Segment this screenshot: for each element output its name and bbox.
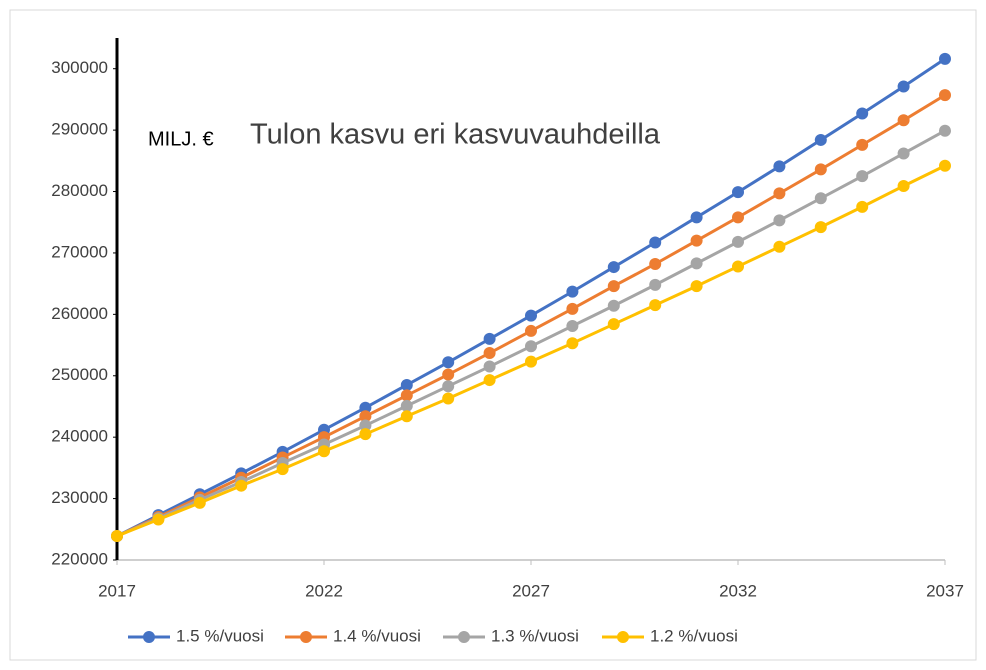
- x-tick-label: 2037: [926, 581, 964, 600]
- x-tick-label: 2022: [305, 581, 343, 600]
- data-point: [856, 170, 869, 183]
- data-point: [566, 320, 579, 333]
- y-tick-label: 230000: [51, 488, 108, 507]
- data-point: [359, 419, 372, 432]
- data-point: [814, 221, 827, 234]
- data-point: [442, 392, 455, 405]
- data-point: [897, 114, 910, 127]
- data-point: [939, 89, 951, 102]
- data-point: [525, 355, 537, 368]
- legend-marker: [300, 631, 312, 643]
- legend-marker: [458, 631, 470, 643]
- data-point: [483, 374, 496, 387]
- data-point: [814, 133, 827, 146]
- data-point: [152, 513, 165, 526]
- data-point: [566, 337, 579, 350]
- data-point: [525, 340, 537, 353]
- data-point: [732, 211, 744, 224]
- legend-label: 1.3 %/vuosi: [491, 626, 579, 645]
- data-point: [359, 401, 372, 414]
- data-point: [856, 107, 869, 120]
- data-point: [483, 347, 496, 360]
- data-point: [732, 235, 744, 248]
- data-point: [897, 180, 910, 193]
- data-point: [442, 356, 455, 369]
- data-point: [483, 332, 496, 345]
- legend-label: 1.4 %/vuosi: [333, 626, 421, 645]
- data-point: [939, 124, 951, 137]
- data-point: [773, 214, 786, 227]
- y-tick-label: 270000: [51, 242, 108, 261]
- data-point: [649, 299, 662, 312]
- data-point: [732, 260, 744, 273]
- data-point: [442, 368, 455, 381]
- data-point: [814, 163, 827, 176]
- data-point: [235, 479, 248, 492]
- data-point: [856, 138, 869, 151]
- y-tick-label: 280000: [51, 181, 108, 200]
- y-tick-label: 300000: [51, 58, 108, 77]
- y-tick-label: 250000: [51, 365, 108, 384]
- data-point: [607, 280, 620, 293]
- data-point: [939, 52, 951, 65]
- y-tick-label: 260000: [51, 304, 108, 323]
- data-point: [773, 187, 786, 200]
- y-tick-label: 240000: [51, 427, 108, 446]
- chart-title: Tulon kasvu eri kasvuvauhdeilla: [250, 119, 661, 151]
- data-point: [897, 80, 910, 93]
- unit-label: MILJ. €: [148, 128, 214, 150]
- data-point: [773, 240, 786, 253]
- data-point: [856, 200, 869, 213]
- y-tick-label: 220000: [51, 549, 108, 568]
- data-point: [400, 399, 413, 412]
- data-point: [193, 496, 206, 509]
- legend-marker: [143, 631, 155, 643]
- data-point: [773, 160, 786, 173]
- data-point: [359, 410, 372, 423]
- data-point: [690, 280, 703, 293]
- data-point: [690, 211, 703, 224]
- data-point: [897, 147, 910, 160]
- data-point: [939, 159, 951, 172]
- data-point: [649, 236, 662, 249]
- data-point: [732, 186, 744, 199]
- data-point: [359, 428, 372, 441]
- x-tick-label: 2027: [512, 581, 550, 600]
- data-point: [276, 463, 289, 476]
- data-point: [649, 278, 662, 291]
- data-point: [814, 192, 827, 205]
- data-point: [690, 234, 703, 247]
- legend-label: 1.5 %/vuosi: [176, 626, 264, 645]
- data-point: [111, 530, 123, 543]
- data-point: [607, 299, 620, 312]
- x-tick-label: 2017: [98, 581, 136, 600]
- data-point: [607, 261, 620, 274]
- data-point: [483, 360, 496, 373]
- data-point: [525, 309, 537, 322]
- y-tick-label: 290000: [51, 120, 108, 139]
- x-tick-label: 2032: [719, 581, 757, 600]
- legend-label: 1.2 %/vuosi: [650, 626, 738, 645]
- data-point: [400, 378, 413, 391]
- data-point: [400, 389, 413, 402]
- data-point: [690, 257, 703, 270]
- data-point: [400, 410, 413, 423]
- data-point: [318, 445, 330, 458]
- data-point: [525, 324, 537, 337]
- data-point: [607, 318, 620, 331]
- data-point: [566, 285, 579, 298]
- data-point: [649, 257, 662, 270]
- data-point: [566, 302, 579, 315]
- data-point: [442, 380, 455, 393]
- legend-marker: [617, 631, 629, 643]
